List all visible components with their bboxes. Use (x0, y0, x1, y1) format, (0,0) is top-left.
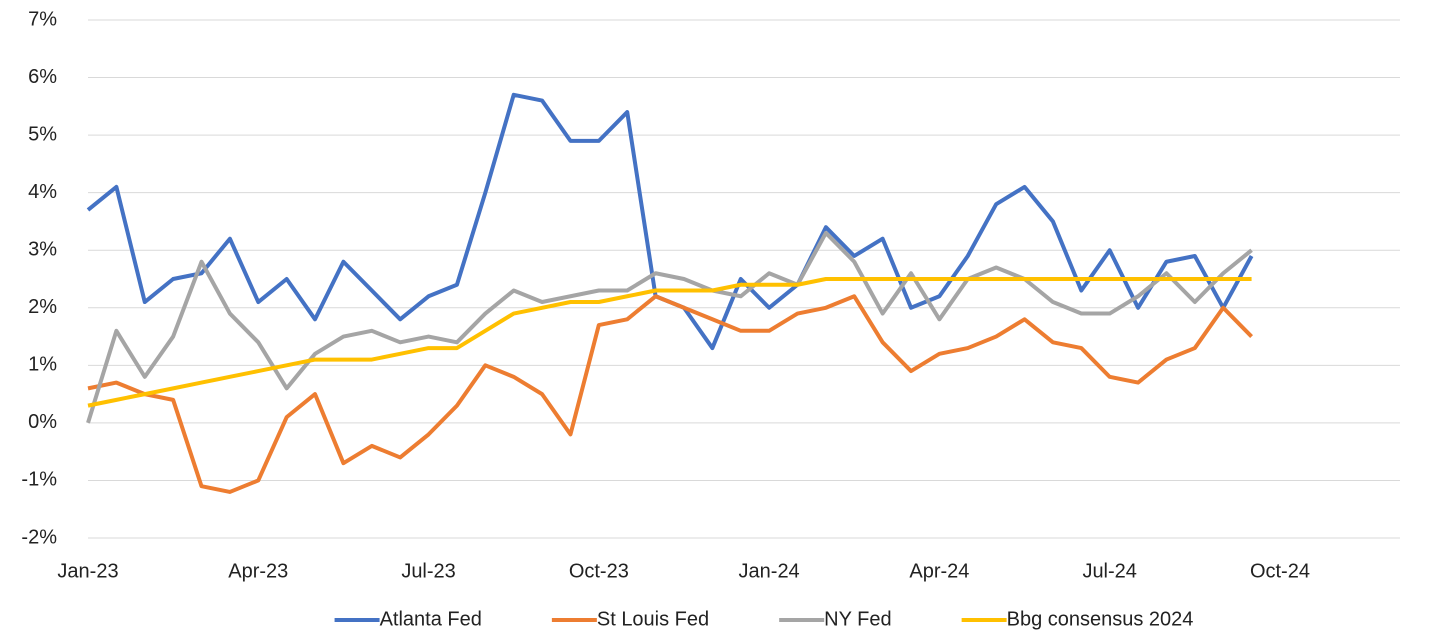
y-tick-label: 6% (28, 66, 57, 88)
x-tick-label: Apr-23 (228, 560, 288, 582)
y-tick-label: 1% (28, 354, 57, 376)
series-line (87, 277, 1252, 408)
y-tick-label: 0% (28, 411, 57, 433)
y-tick-label: 2% (28, 296, 57, 318)
series-line (86, 230, 1253, 424)
y-tick-label: -2% (21, 526, 57, 548)
x-tick-label: Oct-23 (569, 560, 629, 582)
x-tick-label: Apr-24 (909, 560, 969, 582)
legend-label: Atlanta Fed (380, 608, 482, 630)
legend-label: St Louis Fed (597, 608, 709, 630)
x-tick-label: Jul-23 (401, 560, 455, 582)
series-line (87, 294, 1254, 494)
y-tick-label: 4% (28, 181, 57, 203)
x-tick-label: Jan-24 (739, 560, 800, 582)
y-tick-label: -1% (21, 469, 57, 491)
x-tick-label: Oct-24 (1250, 560, 1310, 582)
y-tick-label: 7% (28, 8, 57, 30)
legend-label: Bbg consensus 2024 (1007, 608, 1194, 630)
legend-label: NY Fed (824, 608, 891, 630)
y-tick-label: 5% (28, 123, 57, 145)
x-tick-label: Jan-23 (57, 560, 118, 582)
x-tick-label: Jul-24 (1082, 560, 1136, 582)
y-tick-label: 3% (28, 239, 57, 261)
